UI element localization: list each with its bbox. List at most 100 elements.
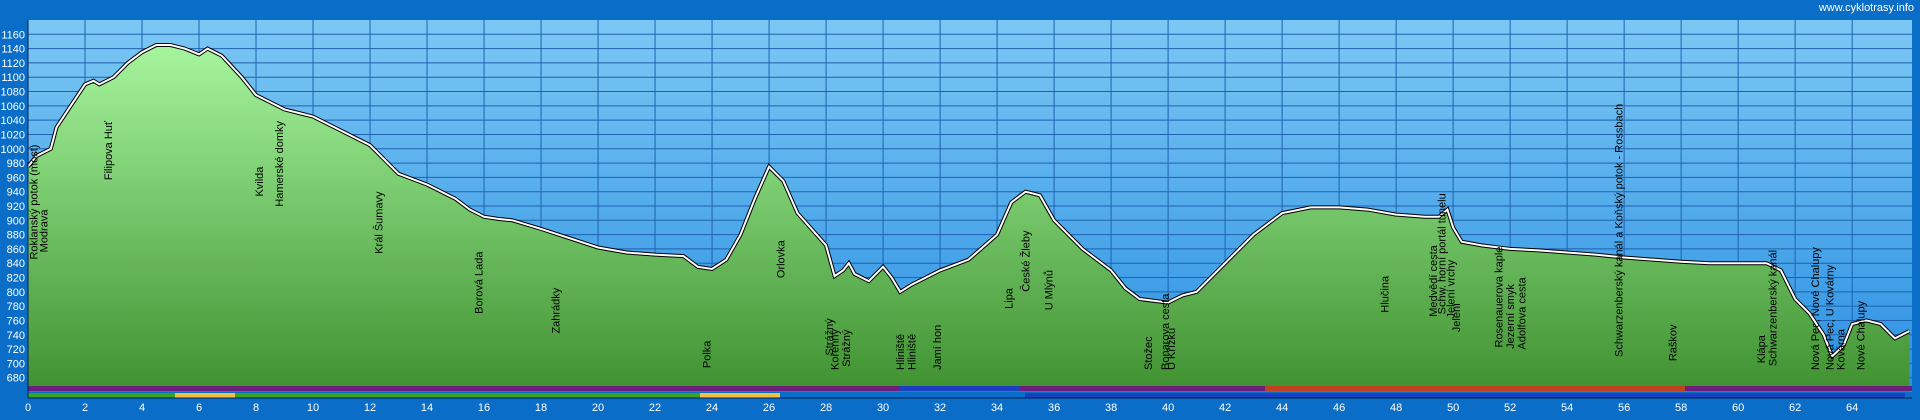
annotation: Nová Pec, Nové Chalupy: [1810, 247, 1822, 370]
annotation: U Mlýnů: [1043, 270, 1055, 310]
annotation: Roklanský potok (most): [29, 145, 41, 260]
strip: [700, 393, 780, 398]
y-tick-label: 1040: [1, 115, 25, 127]
strip: [28, 393, 728, 398]
annotation: Strážný: [841, 329, 853, 367]
annotation: Filipova Huť: [103, 120, 115, 180]
x-tick-label: 64: [1846, 402, 1858, 414]
x-tick-label: 62: [1789, 402, 1801, 414]
y-tick-label: 1000: [1, 144, 25, 156]
annotation: Borová Lada: [473, 251, 485, 314]
annotation: Jamí hon: [932, 325, 944, 370]
annotation: Orlovka: [775, 239, 787, 278]
y-tick-label: 860: [7, 244, 25, 256]
x-tick-label: 38: [1105, 402, 1117, 414]
y-tick-label: 1080: [1, 87, 25, 99]
annotation: Jelení: [1451, 303, 1463, 332]
y-tick-label: 680: [7, 373, 25, 385]
x-tick-label: 54: [1561, 402, 1573, 414]
annotation: Polka: [701, 340, 713, 368]
x-tick-label: 8: [253, 402, 259, 414]
surface-strips: [28, 386, 1912, 398]
x-tick-label: 32: [934, 402, 946, 414]
annotation: Lipa: [1003, 287, 1015, 309]
annotation: Raškov: [1668, 324, 1680, 361]
annotation: Hamerské domky: [274, 120, 286, 206]
x-tick-label: 22: [649, 402, 661, 414]
annotation: Medvědí cesta: [1428, 244, 1440, 316]
y-tick-label: 1160: [1, 29, 25, 41]
x-tick-label: 30: [877, 402, 889, 414]
y-tick-label: 1100: [1, 72, 25, 84]
x-tick-label: 40: [1162, 402, 1174, 414]
x-tick-label: 28: [820, 402, 832, 414]
annotation: Zahrádky: [550, 287, 562, 333]
x-tick-label: 24: [706, 402, 718, 414]
y-tick-label: 840: [7, 258, 25, 270]
x-tick-label: 58: [1675, 402, 1687, 414]
y-tick-label: 1060: [1, 101, 25, 113]
annotation: Jelení vrchy: [1445, 259, 1457, 318]
annotation: Nová Pec, U Kovárny: [1824, 264, 1836, 370]
y-tick-label: 780: [7, 301, 25, 313]
annotation: Modrava: [39, 209, 51, 253]
x-tick-label: 14: [421, 402, 433, 414]
x-tick-label: 16: [478, 402, 490, 414]
annotation: České Žleby: [1020, 230, 1033, 292]
x-tick-label: 34: [991, 402, 1003, 414]
x-tick-label: 26: [763, 402, 775, 414]
annotation: Rosenauerova kaple: [1494, 247, 1506, 348]
x-tick-label: 2: [82, 402, 88, 414]
annotation: Hliniště: [907, 334, 919, 370]
x-tick-label: 44: [1276, 402, 1288, 414]
annotation: Kvilda: [254, 166, 266, 197]
strip: [1265, 386, 1685, 391]
strip: [1025, 393, 1905, 398]
y-tick-label: 980: [7, 158, 25, 170]
y-tick-label: 1140: [1, 44, 25, 56]
strip: [175, 393, 235, 398]
area: [28, 45, 1910, 393]
annotation: Kovárna: [1836, 328, 1848, 370]
annotation: Schwarzenberský kanál: [1767, 250, 1779, 366]
y-tick-label: 720: [7, 344, 25, 356]
annotation: Nové Chalupy: [1856, 300, 1868, 370]
x-tick-label: 48: [1390, 402, 1402, 414]
source: www.cyklotrasy.info: [1818, 2, 1914, 14]
annotation: Schw. horní portál tunelu: [1437, 193, 1449, 314]
x-tick-label: 46: [1333, 402, 1345, 414]
y-tick-label: 1020: [1, 129, 25, 141]
x-tick-label: 4: [139, 402, 145, 414]
x-tick-label: 56: [1618, 402, 1630, 414]
x-tick-label: 20: [592, 402, 604, 414]
annotation: Kořenný: [830, 329, 842, 370]
annotation: Hlučina: [1380, 275, 1392, 313]
annotation: Strážný: [824, 318, 836, 356]
profile-line: [27, 44, 1910, 358]
annotation: Schwarzenberský kanál a Koňský potok - R…: [1613, 104, 1625, 357]
annotation: Jezerní smyk: [1505, 284, 1517, 349]
annotation: Bonarova cesta: [1160, 293, 1172, 370]
x-tick-label: 0: [25, 402, 31, 414]
y-tick-label: 760: [7, 315, 25, 327]
y-tick-label: 700: [7, 358, 25, 370]
annotation: Král Šumavy: [373, 191, 386, 254]
x-tick-label: 60: [1732, 402, 1744, 414]
annotation: Adolfova cesta: [1517, 276, 1529, 349]
y-tick-label: 920: [7, 201, 25, 213]
x-tick-label: 18: [535, 402, 547, 414]
y-tick-label: 880: [7, 230, 25, 242]
strip: [900, 386, 1020, 391]
x-tick-label: 6: [196, 402, 202, 414]
x-tick-label: 36: [1048, 402, 1060, 414]
y-tick-label: 800: [7, 287, 25, 299]
annotation: Stožec: [1143, 336, 1155, 370]
y-tick-label: 740: [7, 330, 25, 342]
y-tick-label: 960: [7, 172, 25, 184]
y-tick-label: 820: [7, 273, 25, 285]
x-tick-label: 10: [307, 402, 319, 414]
annotation: U Křížku: [1166, 328, 1178, 370]
x-tick-label: 52: [1504, 402, 1516, 414]
x-tick-label: 42: [1219, 402, 1231, 414]
